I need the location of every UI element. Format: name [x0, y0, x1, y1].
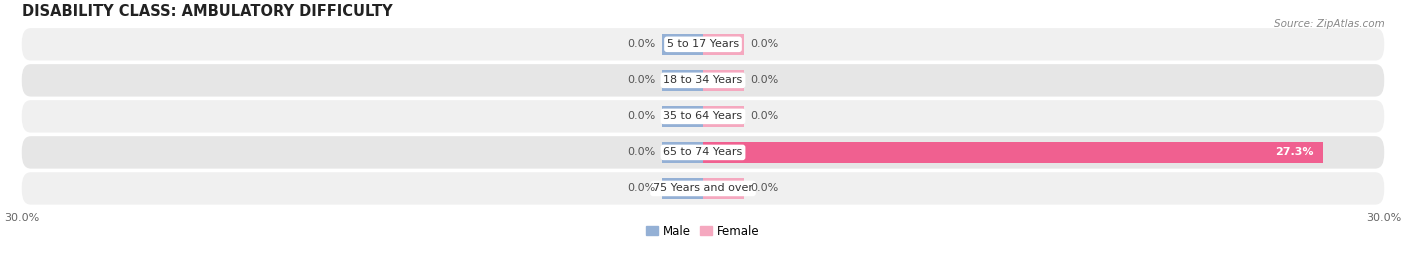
Bar [662, 142, 703, 163]
Bar [662, 178, 703, 199]
Bar [703, 178, 744, 199]
Text: 75 Years and over: 75 Years and over [652, 183, 754, 193]
Bar [703, 142, 1323, 163]
Text: 27.3%: 27.3% [1275, 147, 1313, 157]
Bar [662, 34, 703, 55]
Text: 0.0%: 0.0% [627, 147, 655, 157]
Text: 0.0%: 0.0% [627, 111, 655, 121]
Text: 65 to 74 Years: 65 to 74 Years [664, 147, 742, 157]
Text: 18 to 34 Years: 18 to 34 Years [664, 75, 742, 85]
FancyBboxPatch shape [21, 136, 1385, 169]
Text: 0.0%: 0.0% [751, 75, 779, 85]
Bar [703, 106, 744, 127]
Text: DISABILITY CLASS: AMBULATORY DIFFICULTY: DISABILITY CLASS: AMBULATORY DIFFICULTY [21, 4, 392, 19]
FancyBboxPatch shape [21, 172, 1385, 205]
Bar [662, 106, 703, 127]
FancyBboxPatch shape [21, 100, 1385, 133]
Text: Source: ZipAtlas.com: Source: ZipAtlas.com [1274, 19, 1385, 29]
Text: 5 to 17 Years: 5 to 17 Years [666, 39, 740, 49]
FancyBboxPatch shape [21, 28, 1385, 61]
Legend: Male, Female: Male, Female [641, 220, 765, 243]
Text: 0.0%: 0.0% [627, 183, 655, 193]
Text: 35 to 64 Years: 35 to 64 Years [664, 111, 742, 121]
Bar [703, 34, 744, 55]
Text: 0.0%: 0.0% [627, 75, 655, 85]
Text: 0.0%: 0.0% [751, 39, 779, 49]
Bar [703, 69, 744, 91]
Text: 0.0%: 0.0% [751, 111, 779, 121]
Text: 0.0%: 0.0% [627, 39, 655, 49]
Bar [662, 69, 703, 91]
Text: 0.0%: 0.0% [751, 183, 779, 193]
FancyBboxPatch shape [21, 64, 1385, 96]
